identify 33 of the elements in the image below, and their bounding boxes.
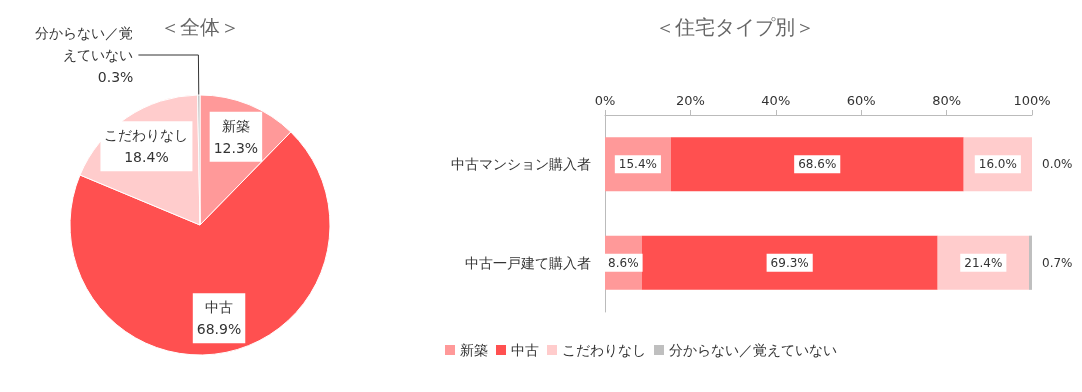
data-label: 15.4% [618,157,657,172]
data-label: 8.6% [608,255,639,270]
slice-label: 中古 [205,299,234,316]
legend-label: 分からない／覚えていない [669,342,837,358]
data-label: 16.0% [978,157,1017,172]
data-label: 0.7% [1042,255,1073,270]
chart-title: ＜住宅タイプ別＞ [655,15,815,39]
data-label: 0.3% [97,69,134,86]
data-label: 21.4% [964,255,1003,270]
x-tick-label: 20% [675,93,705,108]
data-label: 18.4% [124,149,169,166]
slice-label: 分からない／覚えていない [35,25,134,64]
slice-label: 新築 [221,117,250,134]
bar [670,137,964,192]
y-tick-label: 中古マンション購入者 [451,156,591,173]
x-tick-label: 60% [846,93,876,108]
data-label: 12.3% [213,139,259,156]
legend-label: こだわりなし [562,342,646,358]
y-tick-label: 中古一戸建て購入者 [465,254,591,271]
data-label: 69.3% [770,255,809,270]
data-label: 68.9% [196,321,242,338]
x-tick-label: 100% [1013,93,1051,108]
data-label: 0.0% [1042,157,1073,172]
slice-label: こだわりなし [104,127,189,144]
bar [641,235,938,290]
data-label: 68.6% [798,157,837,172]
bar [1029,235,1032,290]
chart-title: ＜全体＞ [160,15,240,39]
x-tick-label: 0% [594,93,616,108]
x-tick-label: 80% [932,93,962,108]
legend-label: 新築 [460,342,488,358]
x-tick-label: 40% [761,93,791,108]
legend-label: 中古 [511,342,539,358]
